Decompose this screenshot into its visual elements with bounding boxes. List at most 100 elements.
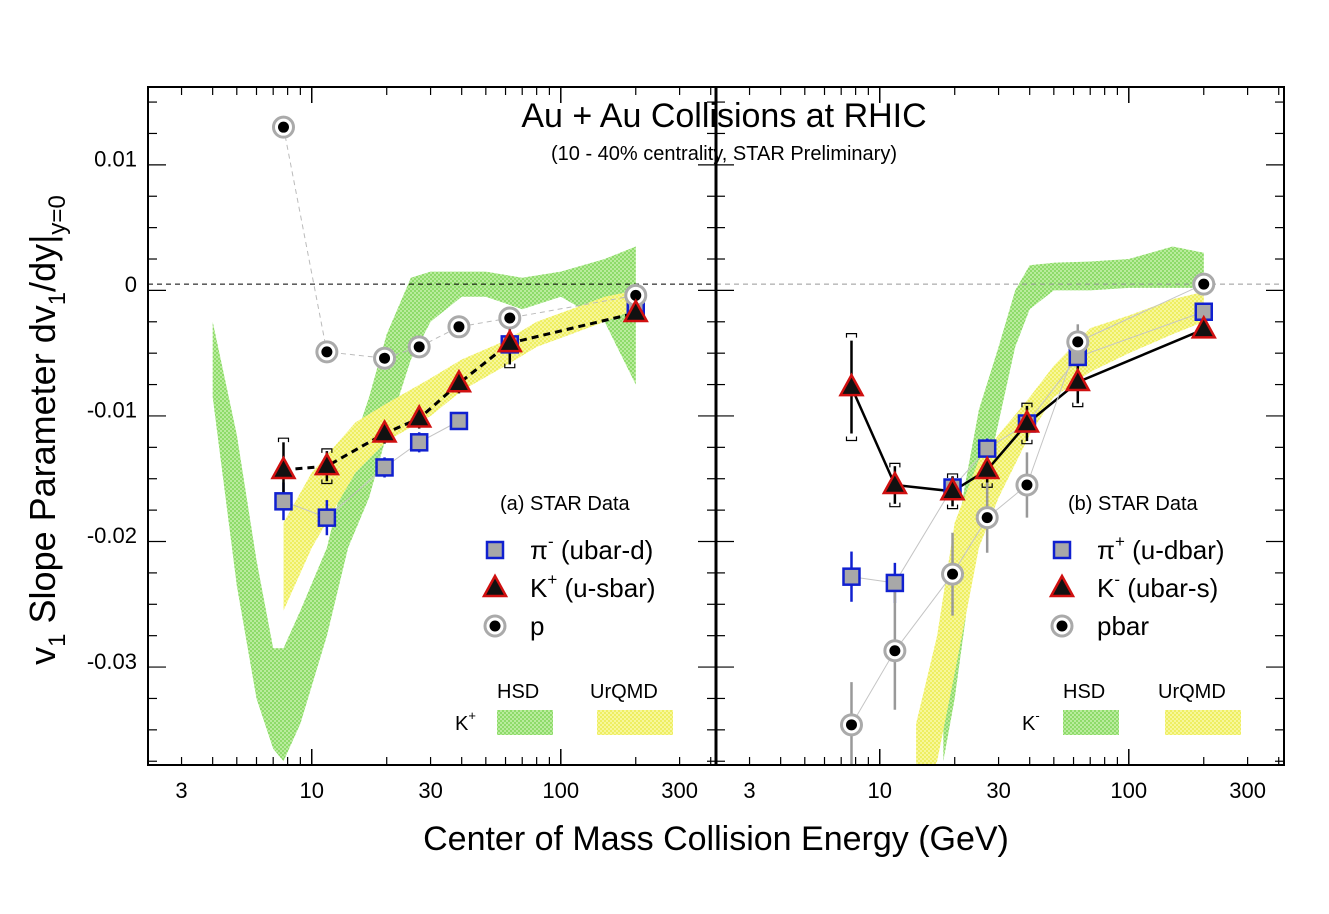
sys-bracket — [946, 504, 959, 510]
legend-urqmd-swatch — [597, 710, 673, 735]
panel-b: (b) STAR Data π+ (u-dbar) K- (ubar-s) pbar H… — [716, 246, 1284, 765]
kaon-marker — [1013, 408, 1041, 433]
axes: 3 10 30 100 300 3 10 30 100 300 0.01 0 -0.01 -0.02 -0.… — [87, 86, 1285, 803]
x-tick-label: 100 — [1110, 778, 1147, 803]
pion-marker — [485, 540, 505, 560]
legend-b: (b) STAR Data π+ (u-dbar) K- (ubar-s) pbar H… — [1022, 493, 1241, 735]
pion-marker — [449, 411, 469, 431]
legend-urqmd-swatch — [1165, 710, 1241, 735]
x-tick-label: 100 — [542, 778, 579, 803]
legend-hsd-label: HSD — [497, 681, 539, 703]
sys-bracket — [889, 462, 901, 468]
proton-marker — [321, 346, 333, 358]
proton-marker — [981, 512, 993, 524]
sys-bracket — [504, 363, 516, 369]
panel-a: (a) STAR Data π- (ubar-d) K+ (u-sbar) p HSD U… — [148, 115, 716, 762]
kaon-marker — [622, 298, 649, 323]
pion-marker — [317, 508, 337, 527]
kaon-marker — [1048, 573, 1076, 598]
legend-urqmd-label: UrQMD — [590, 681, 658, 703]
proton-marker — [1072, 336, 1084, 348]
legend-hsd-label: HSD — [1063, 681, 1105, 703]
x-tick-label: 10 — [868, 778, 892, 803]
x-tick-label: 30 — [418, 778, 442, 803]
sys-bracket — [1021, 402, 1033, 408]
pion-marker — [1052, 540, 1072, 560]
proton-marker — [1021, 479, 1033, 491]
proton-marker — [489, 620, 501, 632]
sys-bracket — [1072, 402, 1084, 408]
pion-marker — [977, 439, 997, 458]
sys-bracket — [845, 436, 858, 442]
x-tick-label: 3 — [743, 778, 755, 803]
proton-marker — [630, 289, 642, 301]
pion-marker — [409, 433, 429, 452]
pion-marker — [885, 573, 905, 593]
y-label-sub1: 1 — [44, 633, 71, 646]
kaon-marker — [445, 368, 473, 393]
x-tick-label: 30 — [986, 778, 1010, 803]
sys-bracket — [277, 437, 290, 443]
kaon-marker — [313, 451, 340, 476]
kaon-marker — [838, 372, 865, 397]
kaon-marker — [481, 573, 509, 598]
legend-entry: π- (ubar-d) — [530, 532, 653, 565]
pion-marker — [375, 458, 394, 477]
legend-entry: π+ (u-dbar) — [1097, 532, 1225, 565]
sys-bracket — [321, 448, 333, 453]
y-label-sub2: 1 — [44, 292, 71, 305]
proton-marker — [1056, 620, 1068, 632]
kaon-marker — [1190, 314, 1217, 339]
proton-marker — [1198, 278, 1210, 290]
legend-band-particle: K+ — [455, 708, 476, 735]
sys-bracket — [1021, 439, 1033, 445]
x-tick-label: 300 — [1229, 778, 1266, 803]
kaon-marker — [270, 455, 297, 480]
chart-subtitle: (10 - 40% centrality, STAR Preliminary) — [551, 143, 897, 165]
proton-marker — [453, 321, 465, 333]
chart-title: Au + Au Collisions at RHIC — [521, 97, 926, 135]
legend-hsd-swatch — [1063, 710, 1119, 735]
y-tick-label: -0.03 — [87, 649, 137, 674]
kaon-marker — [939, 476, 966, 501]
sys-bracket — [321, 479, 333, 485]
kaon-marker — [1064, 367, 1091, 392]
y-label-sub3: y=0 — [44, 195, 71, 234]
legend-entry: pbar — [1097, 611, 1149, 641]
y-label-end: /dy| — [22, 235, 63, 292]
legend-urqmd-label: UrQMD — [1158, 681, 1226, 703]
y-tick-label: -0.02 — [87, 523, 137, 548]
x-axis-label: Center of Mass Collision Energy (GeV) — [423, 820, 1009, 858]
y-tick-label: 0 — [125, 272, 137, 297]
sys-bracket — [889, 502, 901, 508]
proton-marker — [947, 568, 959, 580]
x-tick-label: 3 — [175, 778, 187, 803]
sys-bracket — [845, 333, 858, 338]
y-tick-label: 0.01 — [94, 147, 137, 172]
panel-label: (b) STAR Data — [1068, 493, 1199, 515]
urqmd-band — [916, 291, 1204, 765]
y-label-mid: Slope Parameter dv — [22, 305, 63, 633]
proton-marker — [413, 341, 425, 353]
x-tick-label: 300 — [661, 778, 698, 803]
legend-a: (a) STAR Data π- (ubar-d) K+ (u-sbar) p HSD U… — [455, 493, 673, 735]
proton-marker — [845, 719, 857, 731]
legend-hsd-swatch — [497, 710, 553, 735]
sys-bracket — [946, 473, 959, 478]
proton-marker — [889, 645, 901, 657]
y-label-v: v — [22, 647, 63, 665]
pion-marker — [274, 492, 293, 511]
hsd-band — [212, 246, 636, 762]
y-axis-label: v1 Slope Parameter dv1/dy|y=0 — [22, 195, 71, 665]
kaon-marker — [974, 455, 1001, 480]
pion-marker — [842, 567, 861, 586]
kaon-marker — [496, 328, 523, 353]
legend-band-particle: K- — [1022, 708, 1040, 735]
panel-label: (a) STAR Data — [500, 493, 631, 515]
kaon-marker — [406, 403, 433, 428]
y-tick-label: -0.01 — [87, 398, 137, 423]
legend-entry: K- (ubar-s) — [1097, 570, 1218, 603]
proton-marker — [379, 352, 391, 364]
